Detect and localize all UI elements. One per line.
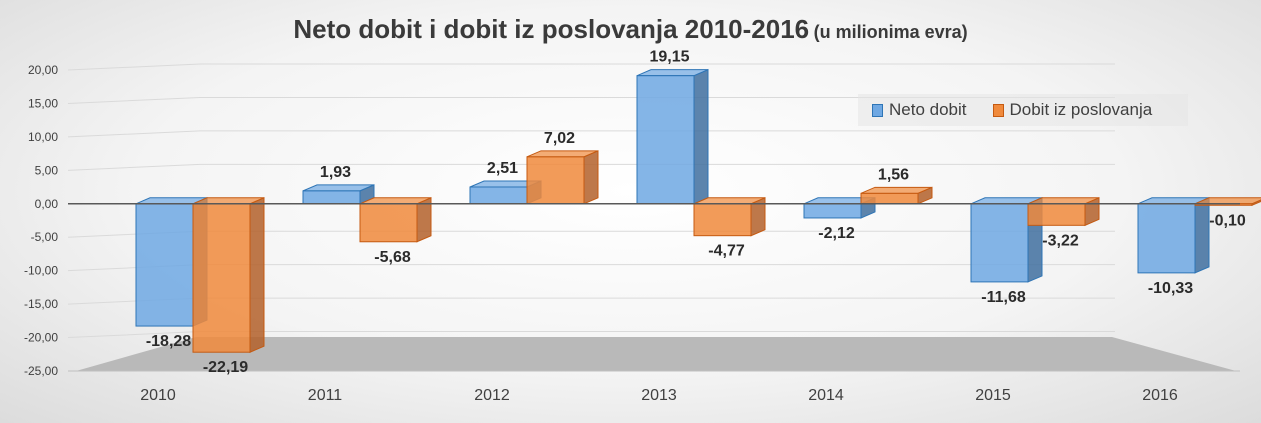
y-tick-label: -5,00 (31, 230, 59, 244)
data-label: -22,19 (203, 359, 248, 376)
legend-item-poslovanje: Dobit iz poslovanja (992, 100, 1153, 120)
legend-swatch-poslovanje (992, 103, 1004, 117)
bar-side (1194, 197, 1210, 274)
data-label: 19,15 (649, 49, 689, 66)
data-label: 7,02 (544, 130, 575, 147)
x-tick-label: 2016 (1142, 387, 1178, 404)
bar-side (583, 150, 599, 205)
y-tick-label: -20,00 (24, 331, 58, 345)
data-label: -10,33 (1148, 280, 1193, 297)
gridline (67, 163, 1115, 171)
bar (860, 192, 919, 205)
gridline (67, 130, 1115, 138)
data-label: -0,10 (1209, 212, 1246, 229)
bar (526, 156, 585, 205)
x-tick-label: 2014 (808, 387, 844, 404)
y-tick-label: 10,00 (28, 130, 58, 144)
bar-side (249, 197, 265, 353)
x-tick-label: 2013 (641, 387, 677, 404)
bar (469, 186, 528, 205)
bar (135, 203, 194, 327)
bar-top (192, 197, 265, 205)
bar-top (526, 150, 599, 158)
bar (693, 203, 752, 237)
bar (192, 203, 251, 353)
data-label: 2,51 (487, 160, 518, 177)
bar (1027, 203, 1086, 226)
bar (636, 75, 695, 205)
legend-swatch-neto (872, 103, 883, 117)
bar (970, 203, 1029, 283)
data-label: -11,68 (981, 289, 1026, 306)
chart-title-main: Neto dobit i dobit iz poslovanja 2010-20… (293, 14, 810, 44)
x-tick-label: 2011 (308, 387, 343, 404)
bar (1137, 203, 1196, 274)
data-label: -18,28 (146, 333, 191, 350)
data-label: -3,22 (1042, 232, 1079, 249)
x-tick-label: 2012 (474, 387, 510, 404)
y-tick-label: 0,00 (35, 197, 59, 211)
bar-top (636, 69, 709, 77)
bar-top (1027, 197, 1100, 205)
gridline (67, 96, 1115, 104)
data-label: -5,68 (374, 249, 411, 266)
x-tick-label: 2015 (975, 387, 1011, 404)
data-label: -4,77 (708, 243, 745, 260)
bar-top (693, 197, 766, 205)
x-tick-label: 2010 (140, 387, 176, 404)
legend: Neto dobit Dobit iz poslovanja (858, 94, 1188, 126)
bar-top (860, 186, 933, 194)
bar (302, 190, 361, 205)
y-tick-label: 20,00 (28, 63, 58, 77)
legend-label-neto: Neto dobit (889, 100, 967, 119)
chart-title-sub: (u milionima evra) (813, 22, 968, 42)
bar-top (302, 184, 375, 192)
legend-item-neto: Neto dobit (872, 100, 967, 120)
y-tick-label: -15,00 (24, 297, 58, 311)
y-tick-label: 5,00 (35, 163, 59, 177)
legend-label-poslovanje: Dobit iz poslovanja (1009, 100, 1153, 119)
bar-top (359, 197, 432, 205)
data-label: 1,56 (878, 166, 909, 183)
chart-floor (76, 337, 1236, 371)
y-tick-label: -25,00 (24, 364, 58, 378)
bar (359, 203, 418, 243)
y-tick-label: -10,00 (24, 264, 58, 278)
bar-side (693, 68, 709, 205)
y-tick-label: 15,00 (28, 96, 58, 110)
bar (803, 203, 862, 219)
data-label: 1,93 (320, 164, 351, 181)
gridline (67, 63, 1115, 71)
chart-title: Neto dobit i dobit iz poslovanja 2010-20… (0, 14, 1261, 45)
data-label: -2,12 (818, 225, 855, 242)
